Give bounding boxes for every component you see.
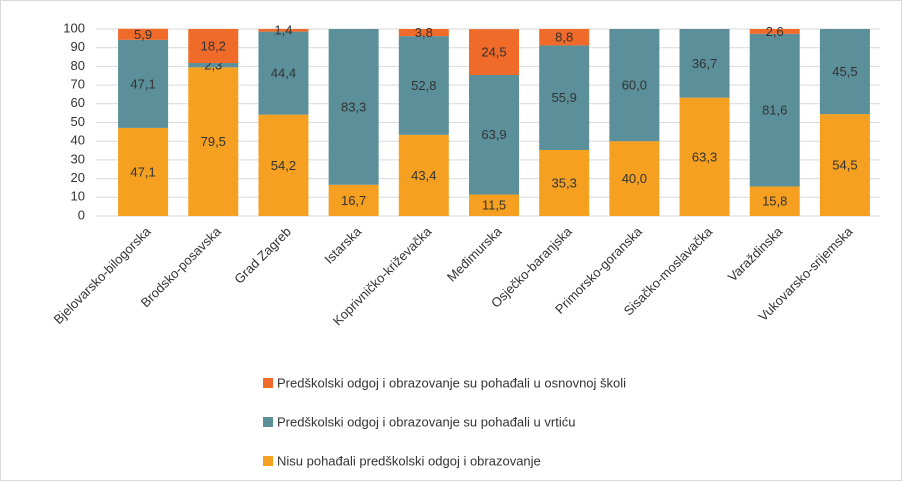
bar-segment xyxy=(398,36,449,135)
bar-segment xyxy=(328,29,379,185)
data-label: 54,2 xyxy=(271,158,296,173)
data-label: 40,0 xyxy=(622,171,647,186)
data-label: 43,4 xyxy=(411,168,436,183)
bar-segment xyxy=(539,45,590,150)
data-label: 3,8 xyxy=(415,25,433,40)
data-label: 63,3 xyxy=(692,149,717,164)
data-label: 63,9 xyxy=(481,127,506,142)
bar-segment xyxy=(679,97,730,216)
bar-segment xyxy=(539,29,590,46)
bar-segment xyxy=(258,114,309,216)
data-label: 1,4 xyxy=(274,23,292,38)
data-label: 44,4 xyxy=(271,66,296,81)
data-label: 47,1 xyxy=(130,76,155,91)
bar-segment xyxy=(469,75,519,195)
bar-segment xyxy=(469,29,519,76)
data-label: 79,5 xyxy=(201,134,226,149)
y-tick-label: 40 xyxy=(71,133,85,148)
y-tick-label: 20 xyxy=(71,170,85,185)
data-label: 60,0 xyxy=(622,78,647,93)
legend-label: Nisu pohađali predškolski odgoj i obrazo… xyxy=(277,453,541,468)
y-tick-label: 60 xyxy=(71,95,85,110)
legend-label: Predškolski odgoj i obrazovanje su pohađ… xyxy=(277,375,626,390)
bar-segment xyxy=(118,28,169,40)
data-label: 54,5 xyxy=(832,157,857,172)
bar-segment xyxy=(398,29,449,37)
bar-segment xyxy=(118,127,169,216)
data-label: 55,9 xyxy=(552,90,577,105)
bar-segment xyxy=(398,134,449,216)
data-label: 18,2 xyxy=(201,38,226,53)
bar-segment xyxy=(188,29,239,64)
bar-segment xyxy=(118,39,169,128)
data-label: 24,5 xyxy=(481,45,506,60)
bar-segment xyxy=(328,184,379,216)
data-label: 11,5 xyxy=(482,198,506,213)
data-label: 52,8 xyxy=(411,78,436,93)
y-tick-label: 0 xyxy=(78,207,85,222)
y-tick-label: 50 xyxy=(71,114,85,129)
bar-segment xyxy=(469,194,519,216)
data-label: 83,3 xyxy=(341,99,366,114)
bar-segment xyxy=(819,114,870,216)
data-label: 5,9 xyxy=(134,27,152,42)
bar-segment xyxy=(749,29,800,34)
data-label: 45,5 xyxy=(832,64,857,79)
data-label: 2,6 xyxy=(766,24,784,39)
legend-swatch xyxy=(263,417,273,427)
legend-label: Predškolski odgoj i obrazovanje su pohađ… xyxy=(277,414,575,429)
y-tick-label: 30 xyxy=(71,151,85,166)
bar-segment xyxy=(258,31,309,115)
y-tick-label: 100 xyxy=(63,20,85,35)
bar-segment xyxy=(609,29,660,142)
bar-segment xyxy=(679,29,730,98)
data-label: 36,7 xyxy=(692,56,717,71)
bar-segment xyxy=(258,29,309,32)
y-tick-label: 90 xyxy=(71,39,85,54)
legend-swatch xyxy=(263,378,273,388)
y-tick-label: 70 xyxy=(71,77,85,92)
data-label: 16,7 xyxy=(341,193,366,208)
y-tick-label: 80 xyxy=(71,58,85,73)
bar-segment xyxy=(539,149,590,216)
data-label: 8,8 xyxy=(555,30,573,45)
bar-segment xyxy=(188,63,239,68)
bar-segment xyxy=(749,186,800,216)
bar-segment xyxy=(819,29,870,115)
data-label: 81,6 xyxy=(762,103,787,118)
data-label: 35,3 xyxy=(552,175,577,190)
bar-segment xyxy=(609,141,660,216)
data-label: 47,1 xyxy=(130,164,155,179)
legend-swatch xyxy=(263,456,273,466)
data-label: 15,8 xyxy=(762,194,787,209)
bar-segment xyxy=(749,33,800,187)
bar-segment xyxy=(188,67,239,217)
y-tick-label: 10 xyxy=(71,189,85,204)
